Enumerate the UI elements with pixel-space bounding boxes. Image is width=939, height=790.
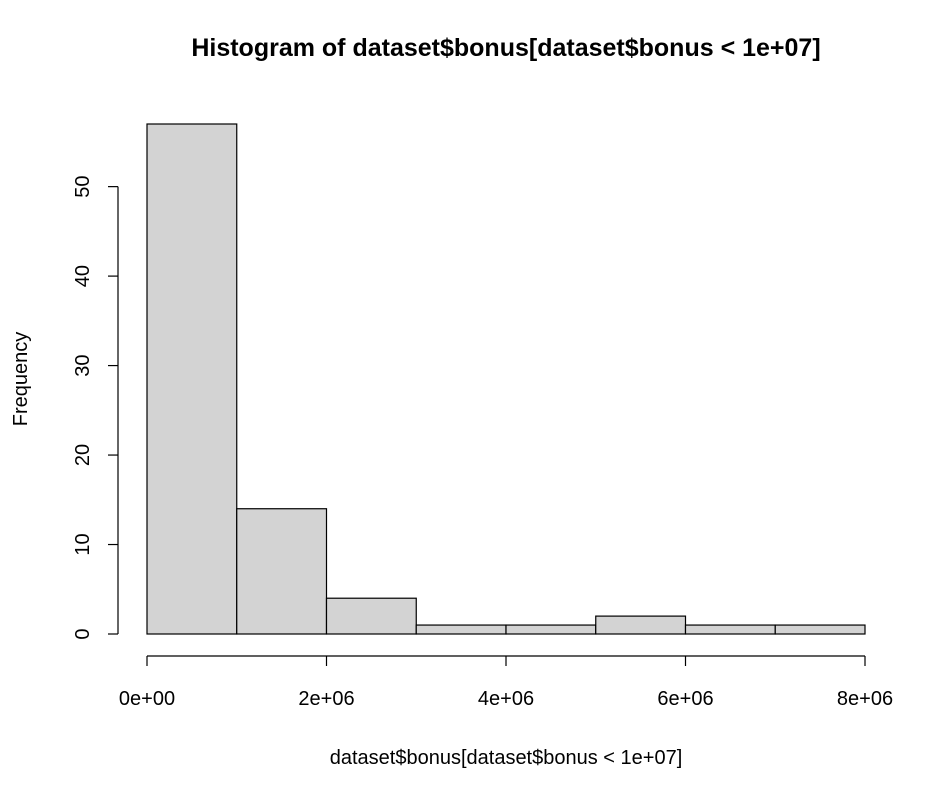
histogram-bar-2	[236, 508, 328, 635]
y-tick-label-0: 0	[72, 628, 94, 639]
histogram-bar-7	[684, 624, 776, 635]
histogram-bar-8	[774, 624, 866, 635]
x-tick-label-3: 6e+06	[657, 688, 713, 710]
x-tick-label-2: 4e+06	[478, 688, 534, 710]
x-tick-label-4: 8e+06	[837, 688, 893, 710]
y-tick-label-1: 10	[72, 533, 94, 555]
histogram-bars	[146, 123, 866, 635]
histogram-bar-1	[146, 123, 238, 635]
y-tick-label-4: 40	[72, 265, 94, 287]
y-tick-label-5: 50	[72, 176, 94, 198]
y-tick-label-3: 30	[72, 354, 94, 376]
chart-title: Histogram of dataset$bonus[dataset$bonus…	[191, 34, 820, 62]
y-axis: 0 10 20 30 40 50	[72, 176, 119, 640]
x-axis-label: dataset$bonus[dataset$bonus < 1e+07]	[330, 747, 683, 769]
histogram-bar-5	[505, 624, 597, 635]
x-tick-label-1: 2e+06	[298, 688, 354, 710]
histogram-bar-6	[595, 615, 687, 635]
y-axis-label: Frequency	[10, 332, 32, 427]
x-axis: 0e+00 2e+06 4e+06 6e+06 8e+06	[119, 655, 893, 710]
histogram-bar-4	[415, 624, 507, 635]
x-tick-label-0: 0e+00	[119, 688, 175, 710]
histogram-bar-3	[325, 597, 417, 635]
y-tick-label-2: 20	[72, 444, 94, 466]
